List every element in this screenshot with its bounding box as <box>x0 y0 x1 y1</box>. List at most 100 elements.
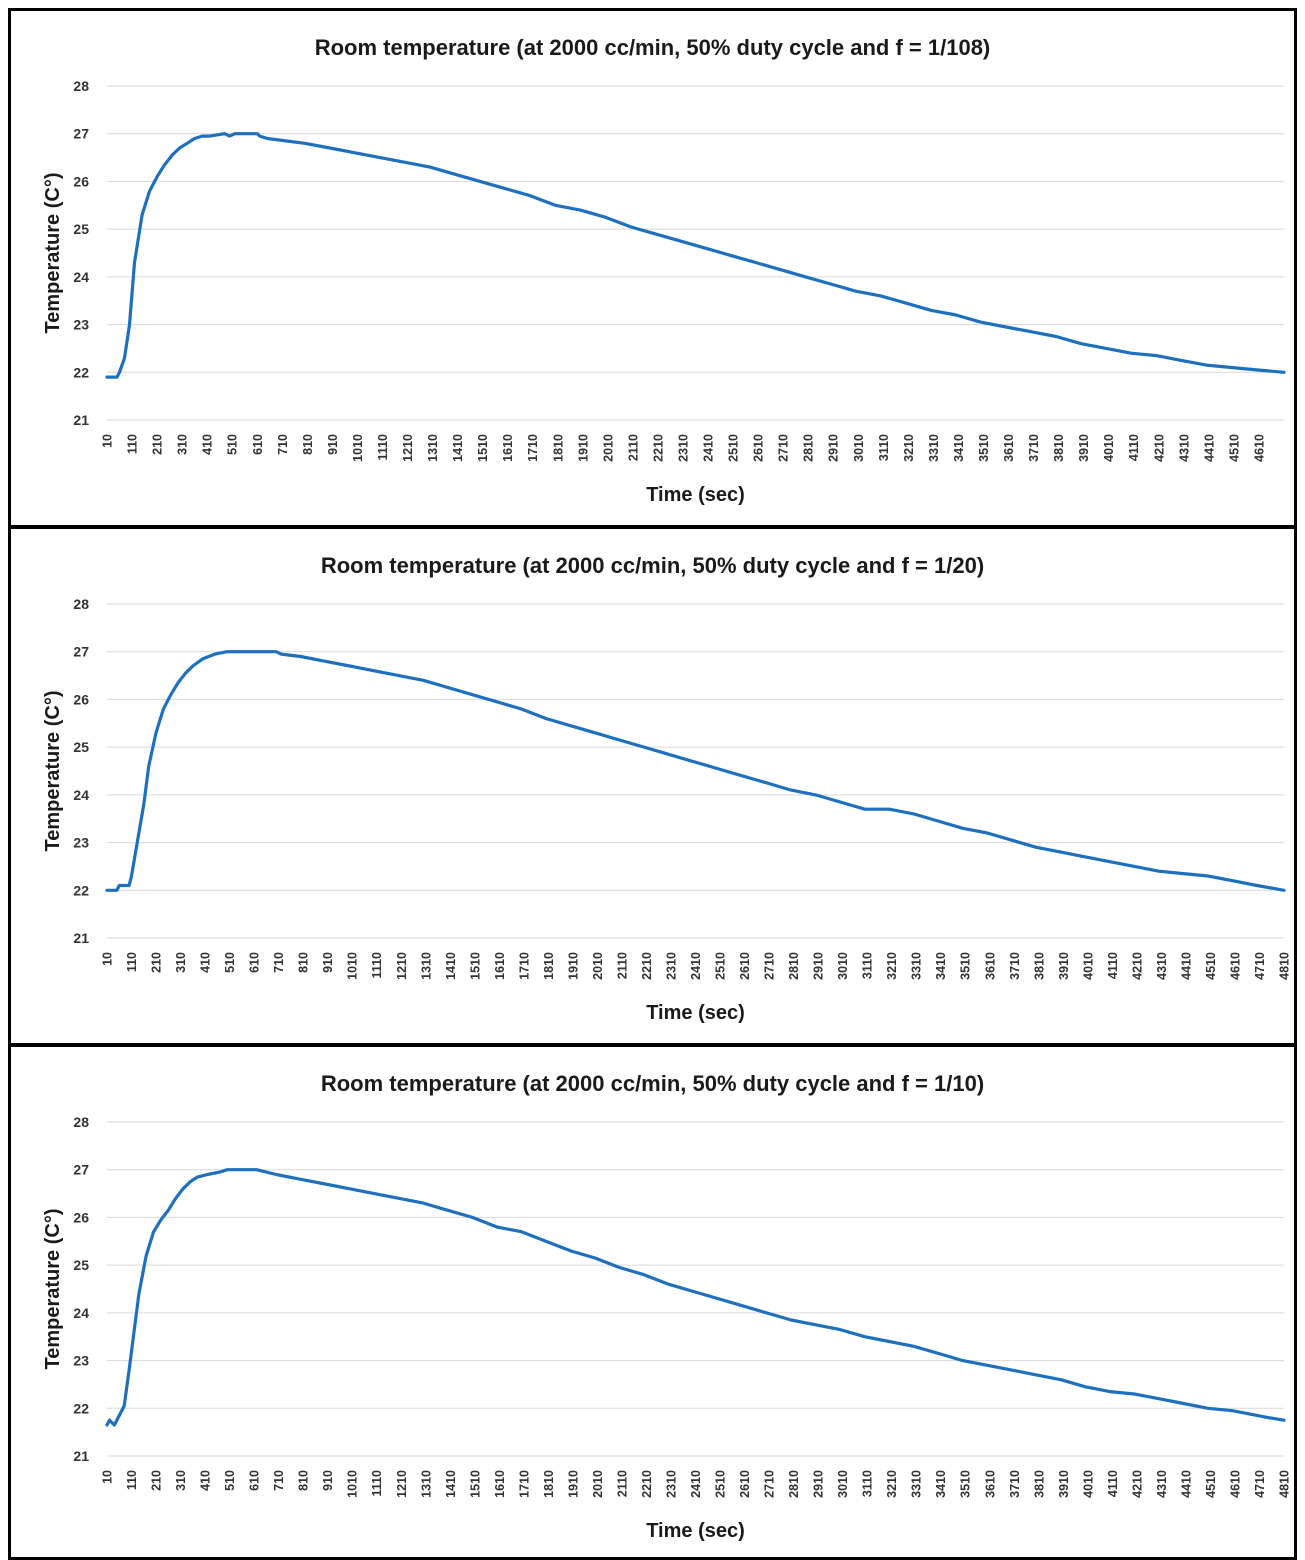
y-tick-label: 22 <box>73 1400 89 1416</box>
x-tick-label: 610 <box>251 434 265 455</box>
x-tick-label: 4410 <box>1179 952 1193 980</box>
x-tick-label: 4710 <box>1253 1470 1267 1498</box>
x-tick-label: 1510 <box>476 434 490 462</box>
x-tick-label: 710 <box>276 434 290 455</box>
x-tick-label: 1410 <box>444 1470 458 1498</box>
x-tick-label: 4610 <box>1228 1470 1242 1498</box>
x-tick-label: 4110 <box>1106 952 1120 979</box>
temperature-series-line <box>105 650 1286 892</box>
x-tick-label: 3110 <box>877 434 891 461</box>
chart-title: Room temperature (at 2000 cc/min, 50% du… <box>321 1071 984 1096</box>
chart-panel-f-1-10: Room temperature (at 2000 cc/min, 50% du… <box>8 1044 1297 1560</box>
y-tick-label: 25 <box>73 221 89 237</box>
y-tick-label: 28 <box>73 78 89 94</box>
x-tick-label: 310 <box>174 1470 188 1491</box>
x-axis-label: Time (sec) <box>646 1002 745 1024</box>
x-tick-label: 3210 <box>885 1470 899 1498</box>
x-tick-label: 3410 <box>952 434 966 462</box>
x-tick-label: 4510 <box>1204 1470 1218 1498</box>
y-tick-label: 21 <box>73 1448 89 1464</box>
x-tick-label: 2110 <box>615 952 629 979</box>
x-tick-label: 2910 <box>812 1470 826 1498</box>
x-tick-label: 3810 <box>1052 434 1066 462</box>
x-tick-label: 3610 <box>983 1470 997 1498</box>
x-tick-label: 3210 <box>902 434 916 462</box>
x-tick-label: 3510 <box>959 1470 973 1498</box>
x-tick-label: 3410 <box>934 952 948 980</box>
x-tick-label: 610 <box>248 952 262 973</box>
x-tick-label: 2210 <box>651 434 665 462</box>
x-tick-label: 1210 <box>395 952 409 980</box>
x-tick-label: 1610 <box>493 952 507 980</box>
y-tick-label: 26 <box>73 1209 89 1225</box>
x-tick-label: 4510 <box>1204 952 1218 980</box>
y-tick-label: 22 <box>73 364 89 380</box>
x-tick-label: 4810 <box>1278 952 1292 980</box>
x-tick-label: 3810 <box>1032 952 1046 980</box>
x-axis-label: Time (sec) <box>646 484 745 506</box>
x-tick-label: 3910 <box>1077 434 1091 462</box>
x-tick-label: 3310 <box>927 434 941 462</box>
x-tick-label: 1810 <box>542 952 556 980</box>
x-tick-label: 410 <box>199 1470 213 1491</box>
x-tick-label: 1510 <box>468 952 482 980</box>
y-tick-label: 23 <box>73 1353 89 1369</box>
x-tick-label: 3310 <box>910 952 924 980</box>
x-tick-label: 2710 <box>763 952 777 980</box>
x-tick-label: 10 <box>101 434 115 448</box>
y-axis-label: Temperature (C°) <box>42 173 64 334</box>
x-tick-label: 610 <box>248 1470 262 1491</box>
x-tick-label: 4210 <box>1130 1470 1144 1498</box>
x-tick-label: 3810 <box>1032 1470 1046 1498</box>
x-tick-label: 110 <box>126 434 140 454</box>
x-tick-label: 2810 <box>787 952 801 980</box>
x-tick-label: 2410 <box>689 1470 703 1498</box>
x-tick-label: 2310 <box>664 952 678 980</box>
y-tick-label: 28 <box>73 1114 89 1130</box>
x-tick-label: 2610 <box>738 1470 752 1498</box>
y-tick-label: 27 <box>73 644 89 660</box>
x-tick-label: 110 <box>125 1470 139 1490</box>
chart-svg: Room temperature (at 2000 cc/min, 50% du… <box>42 1071 1292 1542</box>
x-tick-label: 410 <box>199 952 213 973</box>
x-tick-label: 4110 <box>1106 1470 1120 1497</box>
x-tick-label: 710 <box>272 1470 286 1491</box>
y-tick-label: 25 <box>73 739 89 755</box>
x-tick-label: 110 <box>125 952 139 972</box>
x-tick-label: 1310 <box>426 434 440 462</box>
x-tick-label: 4210 <box>1130 952 1144 980</box>
x-tick-label: 1410 <box>451 434 465 462</box>
x-tick-label: 1610 <box>501 434 515 462</box>
x-tick-label: 810 <box>297 952 311 973</box>
x-tick-label: 3910 <box>1057 1470 1071 1498</box>
x-tick-label: 1410 <box>444 952 458 980</box>
temperature-series-line <box>105 132 1286 379</box>
x-tick-label: 3310 <box>910 1470 924 1498</box>
x-tick-label: 2210 <box>640 1470 654 1498</box>
y-tick-label: 22 <box>73 882 89 898</box>
x-tick-label: 3210 <box>885 952 899 980</box>
x-tick-label: 2710 <box>777 434 791 462</box>
y-tick-label: 23 <box>73 317 89 333</box>
x-tick-label: 2310 <box>664 1470 678 1498</box>
x-tick-label: 2010 <box>601 434 615 462</box>
x-tick-label: 2610 <box>752 434 766 462</box>
x-tick-label: 1010 <box>346 1470 360 1498</box>
chart-svg: Room temperature (at 2000 cc/min, 50% du… <box>42 553 1292 1024</box>
x-tick-label: 2210 <box>640 952 654 980</box>
x-tick-label: 1710 <box>517 1470 531 1498</box>
x-tick-label: 3710 <box>1027 434 1041 462</box>
x-tick-label: 2310 <box>676 434 690 462</box>
x-tick-label: 2010 <box>591 1470 605 1498</box>
x-tick-label: 3710 <box>1008 952 1022 980</box>
x-tick-label: 4310 <box>1155 952 1169 980</box>
x-tick-label: 4010 <box>1102 434 1116 462</box>
x-tick-label: 1210 <box>401 434 415 462</box>
y-axis-label: Temperature (C°) <box>42 691 64 852</box>
x-axis-label: Time (sec) <box>646 1520 745 1542</box>
x-tick-label: 2110 <box>615 1470 629 1497</box>
x-tick-label: 1110 <box>370 1470 384 1496</box>
x-tick-label: 210 <box>150 1470 164 1491</box>
x-tick-label: 210 <box>150 952 164 973</box>
